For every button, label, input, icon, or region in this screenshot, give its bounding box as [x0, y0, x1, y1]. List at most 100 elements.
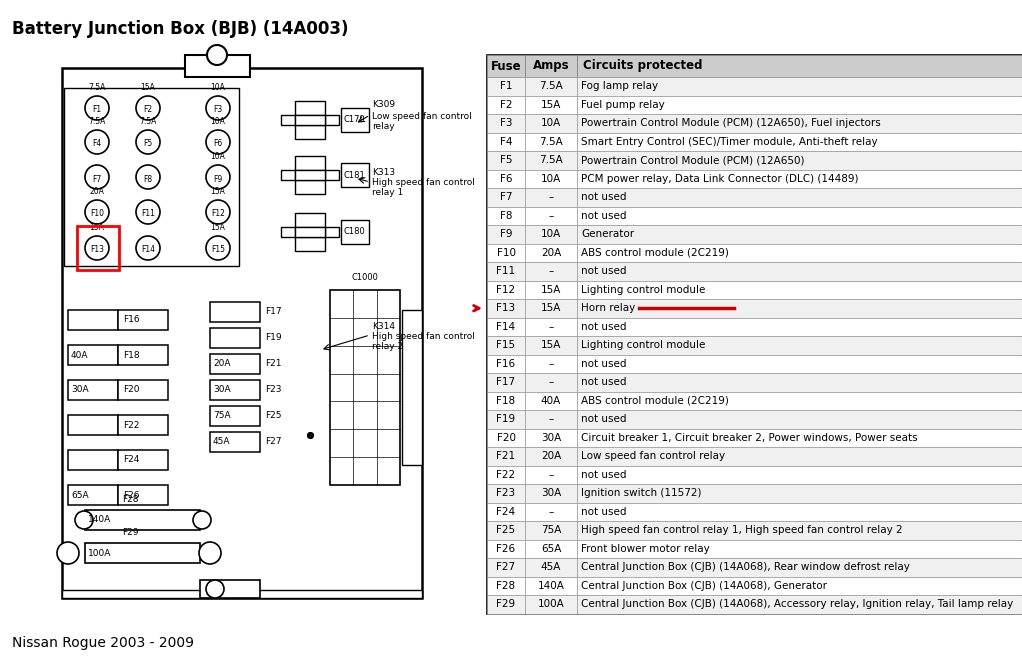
Bar [118, 415, 168, 435]
Text: High speed fan control: High speed fan control [372, 178, 475, 187]
Text: F7: F7 [92, 174, 101, 184]
Bar [525, 281, 577, 299]
Text: F24: F24 [497, 506, 515, 517]
Text: F13: F13 [90, 245, 104, 255]
Bar [525, 521, 577, 539]
Text: Generator: Generator [580, 229, 634, 239]
Bar [525, 151, 577, 169]
Bar [210, 354, 260, 374]
Bar [487, 299, 525, 318]
Text: 15A: 15A [90, 223, 104, 232]
Bar [525, 114, 577, 133]
Text: F12: F12 [497, 285, 515, 295]
Text: K309: K309 [372, 100, 396, 109]
Text: F15: F15 [211, 245, 225, 255]
Text: 140A: 140A [538, 581, 564, 591]
Bar [577, 392, 1022, 410]
Bar [577, 484, 1022, 502]
Bar [577, 502, 1022, 521]
Bar [487, 77, 525, 96]
Bar [487, 373, 525, 392]
Text: F11: F11 [141, 209, 155, 218]
Text: Central Junction Box (CJB) (14A068), Rear window defrost relay: Central Junction Box (CJB) (14A068), Rea… [580, 562, 910, 572]
Bar [577, 336, 1022, 354]
Text: not used: not used [580, 266, 626, 276]
Bar [487, 55, 1022, 613]
Text: –: – [549, 211, 554, 221]
Circle shape [206, 236, 230, 260]
Bar [185, 55, 250, 77]
Text: 10A: 10A [211, 152, 226, 161]
Bar [525, 169, 577, 188]
Text: F1: F1 [92, 106, 101, 115]
Bar [487, 281, 525, 299]
Bar [210, 380, 260, 400]
Bar [62, 68, 422, 598]
Circle shape [85, 236, 109, 260]
Bar [402, 310, 422, 465]
Circle shape [57, 542, 79, 564]
Bar [487, 447, 525, 466]
Bar [200, 580, 260, 598]
Bar [85, 543, 200, 563]
Bar [577, 299, 1022, 318]
Text: F27: F27 [265, 438, 281, 447]
Text: F26: F26 [497, 544, 515, 554]
Text: Amps: Amps [532, 60, 569, 73]
Text: F29: F29 [497, 599, 515, 609]
Text: Horn relay: Horn relay [580, 303, 636, 314]
Text: Battery Junction Box (BJB) (14A003): Battery Junction Box (BJB) (14A003) [12, 20, 349, 38]
Bar [210, 302, 260, 322]
Text: F17: F17 [497, 377, 515, 387]
Text: F25: F25 [497, 525, 515, 535]
Text: –: – [549, 414, 554, 424]
Text: 7.5A: 7.5A [88, 83, 105, 92]
Bar [68, 345, 118, 365]
Text: not used: not used [580, 506, 626, 517]
Bar [281, 227, 295, 237]
Text: –: – [549, 470, 554, 480]
Text: –: – [549, 321, 554, 332]
Text: F26: F26 [123, 491, 139, 499]
Bar [525, 595, 577, 613]
Text: F4: F4 [500, 136, 512, 147]
Bar [577, 55, 1022, 77]
Bar [325, 115, 339, 125]
Bar [341, 163, 369, 187]
Bar [487, 188, 525, 207]
Circle shape [206, 130, 230, 154]
Text: 7.5A: 7.5A [540, 155, 563, 165]
Bar [577, 96, 1022, 114]
Text: –: – [549, 359, 554, 369]
Bar [295, 213, 325, 227]
Bar [577, 577, 1022, 595]
Text: 40A: 40A [71, 350, 89, 359]
Circle shape [206, 165, 230, 189]
Text: Low speed fan control: Low speed fan control [372, 112, 472, 121]
Text: F23: F23 [265, 386, 281, 394]
Text: 15A: 15A [541, 100, 561, 110]
Bar [295, 237, 325, 251]
Text: F25: F25 [265, 411, 281, 420]
Text: Smart Entry Control (SEC)/Timer module, Anti-theft relay: Smart Entry Control (SEC)/Timer module, … [580, 136, 878, 147]
Bar [325, 170, 339, 180]
Bar [577, 114, 1022, 133]
Text: Ignition switch (11572): Ignition switch (11572) [580, 488, 701, 499]
Bar [525, 188, 577, 207]
Bar [62, 590, 422, 598]
Text: F4: F4 [92, 140, 101, 148]
Bar [487, 114, 525, 133]
Bar [577, 77, 1022, 96]
Text: not used: not used [580, 192, 626, 202]
Text: F2: F2 [500, 100, 512, 110]
Bar [487, 207, 525, 225]
Text: F23: F23 [497, 488, 515, 499]
Bar [210, 328, 260, 348]
Bar [118, 450, 168, 470]
Bar [525, 55, 577, 77]
Text: PCM power relay, Data Link Connector (DLC) (14489): PCM power relay, Data Link Connector (DL… [580, 174, 858, 184]
Circle shape [136, 96, 160, 120]
Bar [577, 466, 1022, 484]
Text: F21: F21 [497, 451, 515, 461]
Bar [487, 484, 525, 502]
